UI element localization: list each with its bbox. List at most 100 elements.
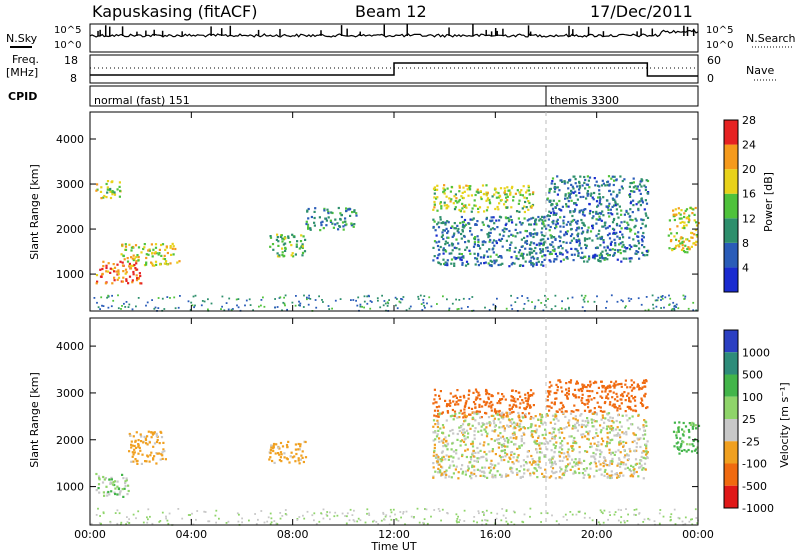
- y-tick-label: 2000: [56, 223, 84, 236]
- echo-cell: [145, 460, 148, 463]
- echo-cell: [493, 417, 496, 420]
- echo-cell: [469, 188, 472, 191]
- echo-cell: [495, 412, 498, 415]
- echo-cell: [608, 441, 611, 445]
- echo-cell: [506, 206, 509, 209]
- echo-cell: [529, 472, 532, 475]
- echo-cell: [111, 191, 114, 194]
- echo-cell: [487, 443, 490, 446]
- echo-cell: [381, 294, 383, 297]
- echo-cell: [204, 511, 207, 513]
- echo-cell: [607, 518, 609, 521]
- echo-cell: [633, 439, 636, 443]
- echo-cell: [327, 216, 330, 219]
- echo-cell: [458, 426, 461, 429]
- echo-cell: [440, 465, 443, 468]
- echo-cell: [565, 249, 568, 252]
- echo-cell: [456, 229, 459, 233]
- echo-cell: [479, 262, 482, 265]
- echo-cell: [697, 424, 701, 427]
- echo-cell: [453, 262, 456, 265]
- echo-cell: [455, 197, 458, 200]
- echo-cell: [587, 419, 590, 422]
- echo-cell: [448, 197, 451, 200]
- echo-cell: [134, 267, 137, 270]
- echo-cell: [509, 193, 512, 196]
- echo-cell: [503, 449, 506, 452]
- echo-cell: [520, 444, 523, 447]
- echo-cell: [449, 392, 452, 395]
- echo-cell: [585, 467, 588, 470]
- echo-cell: [594, 462, 597, 465]
- echo-cell: [442, 426, 445, 429]
- echo-cell: [447, 458, 450, 461]
- echo-cell: [329, 511, 331, 514]
- y-tick-label: 2000: [56, 434, 84, 447]
- echo-cell: [596, 205, 599, 208]
- echo-cell: [608, 184, 611, 187]
- echo-cell: [599, 453, 602, 456]
- echo-cell: [492, 303, 495, 306]
- echo-cell: [523, 442, 526, 445]
- echo-cell: [154, 243, 158, 246]
- echo-cell: [161, 243, 165, 246]
- echo-cell: [558, 408, 561, 411]
- echo-cell: [436, 184, 439, 187]
- echo-cell: [135, 260, 138, 263]
- echo-cell: [595, 210, 598, 213]
- echo-cell: [126, 516, 128, 518]
- echo-cell: [664, 296, 667, 299]
- echo-cell: [104, 282, 107, 285]
- echo-cell: [572, 191, 575, 195]
- echo-cell: [392, 508, 395, 511]
- echo-cell: [584, 255, 587, 258]
- echo-cell: [632, 190, 635, 193]
- echo-cell: [314, 299, 317, 301]
- echo-cell: [158, 452, 161, 455]
- echo-cell: [196, 510, 199, 512]
- echo-cell: [539, 248, 542, 251]
- echo-cell: [638, 189, 641, 192]
- echo-cell: [124, 480, 127, 483]
- echo-cell: [456, 438, 459, 441]
- echo-cell: [598, 460, 601, 463]
- echo-cell: [537, 215, 540, 219]
- echo-cell: [570, 247, 573, 250]
- echo-cell: [675, 434, 678, 437]
- echo-cell: [432, 431, 435, 434]
- echo-cell: [413, 516, 415, 518]
- echo-cell: [530, 263, 533, 266]
- echo-cell: [579, 195, 582, 199]
- echo-cell: [274, 306, 276, 309]
- echo-cell: [582, 476, 585, 479]
- echo-cell: [691, 425, 694, 428]
- echo-cell: [270, 446, 273, 449]
- echo-cell: [514, 235, 517, 238]
- echo-cell: [494, 187, 497, 190]
- noise-search-label: N.Search: [746, 32, 796, 45]
- echo-cell: [486, 191, 489, 194]
- echo-cell: [455, 520, 458, 522]
- echo-cell: [637, 297, 640, 300]
- echo-cell: [592, 437, 595, 440]
- echo-cell: [153, 455, 156, 458]
- colorbar-level-label: 24: [742, 139, 756, 152]
- echo-cell: [467, 467, 470, 470]
- echo-cell: [470, 477, 473, 480]
- cpid-mode-themis: themis 3300: [550, 94, 619, 107]
- echo-cell: [565, 395, 569, 398]
- echo-cell: [343, 220, 347, 223]
- echo-cell: [639, 466, 642, 469]
- echo-cell: [695, 517, 698, 519]
- echo-cell: [610, 427, 613, 431]
- echo-cell: [567, 390, 570, 393]
- echo-cell: [479, 416, 482, 419]
- echo-cell: [377, 299, 379, 302]
- echo-cell: [669, 297, 672, 300]
- echo-cell: [637, 239, 640, 242]
- echo-cell: [594, 453, 597, 456]
- echo-cell: [553, 248, 556, 251]
- echo-cell: [124, 245, 128, 248]
- echo-cell: [643, 246, 646, 249]
- echo-cell: [576, 185, 579, 188]
